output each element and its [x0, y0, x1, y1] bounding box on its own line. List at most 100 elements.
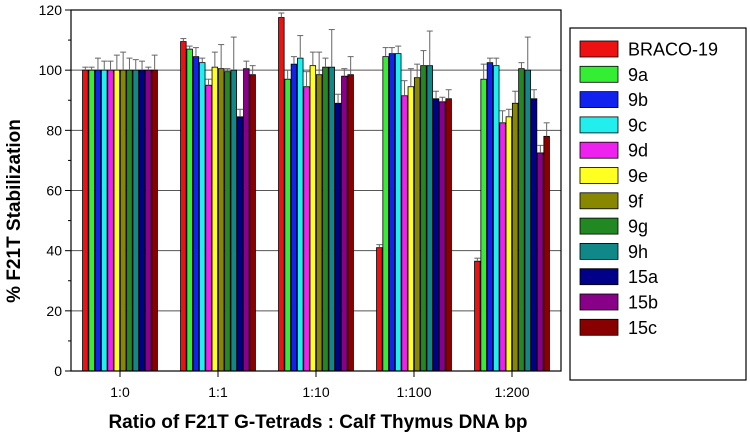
bar-15b-1:1: [243, 68, 250, 372]
bar-9c-1:1: [199, 62, 206, 372]
bar-9a-1:200: [480, 78, 487, 372]
bar-BRACO-19-1:10: [278, 17, 285, 372]
bar-9g-1:10: [322, 66, 329, 372]
bar-15b-1:10: [341, 75, 348, 372]
bar-9a-1:100: [382, 56, 389, 372]
bar-BRACO-19-1:1: [180, 41, 187, 372]
bar-9d-1:100: [401, 95, 408, 372]
plot-frame: [70, 9, 562, 372]
legend-label-9d: 9d: [628, 141, 648, 161]
bar-15b-1:0: [145, 69, 152, 372]
legend-swatch-9h: [579, 242, 619, 260]
bar-9f-1:0: [119, 69, 127, 372]
bar-9c-1:10: [297, 57, 304, 372]
bar-15b-1:200: [537, 152, 544, 372]
bar-9e-1:100: [407, 86, 415, 372]
bar-BRACO-19-1:0: [82, 69, 89, 372]
bar-15a-1:0: [138, 69, 146, 372]
bar-9c-1:0: [101, 69, 108, 372]
legend-label-15a: 15a: [628, 267, 659, 287]
bar-9e-1:200: [505, 116, 513, 372]
bar-15c-1:1: [249, 74, 256, 372]
bar-9d-1:200: [499, 122, 506, 372]
bar-9h-1:1: [230, 69, 237, 372]
bar-9a-1:1: [186, 48, 193, 372]
bar-9b-1:0: [94, 69, 102, 372]
bar-9g-1:200: [518, 68, 525, 372]
legend-swatch-BRACO-19: [579, 40, 619, 58]
legend-label-9e: 9e: [628, 166, 648, 186]
legend-swatch-9a: [579, 65, 619, 83]
bar-9b-1:10: [290, 63, 298, 372]
bar-9b-1:100: [388, 53, 396, 372]
bar-9a-1:10: [284, 78, 291, 372]
x-tick-label: 1:100: [396, 384, 431, 400]
bar-9d-1:10: [303, 86, 310, 372]
legend-label-15c: 15c: [628, 318, 657, 338]
x-tick-label: 1:10: [302, 384, 329, 400]
legend: BRACO-19 9a 9b 9c 9d 9e 9f 9g 9h 15a 15b 15c: [569, 27, 747, 381]
bar-9e-1:1: [211, 66, 219, 372]
y-tick-label: 40: [46, 243, 62, 259]
bar-9d-1:0: [107, 69, 114, 372]
bar-9c-1:100: [395, 53, 402, 372]
legend-label-9a: 9a: [628, 65, 649, 85]
bar-15c-1:0: [151, 69, 158, 372]
bar-15a-1:200: [530, 98, 538, 372]
legend-swatch-9c: [579, 116, 619, 134]
y-tick-label: 100: [39, 62, 63, 78]
legend-label-15b: 15b: [628, 293, 658, 313]
bar-15a-1:100: [432, 98, 440, 372]
bar-9d-1:1: [205, 84, 212, 372]
legend-swatch-9e: [579, 167, 619, 184]
bar-9e-1:10: [309, 65, 317, 372]
bar-15a-1:1: [236, 116, 244, 372]
bar-9g-1:1: [224, 71, 231, 372]
bar-9g-1:100: [420, 65, 427, 372]
bar-9b-1:200: [486, 62, 494, 372]
bar-9b-1:1: [192, 56, 200, 372]
bar-15c-1:200: [543, 135, 550, 372]
bar-9f-1:200: [511, 102, 519, 372]
bar-9g-1:0: [126, 69, 133, 372]
legend-swatch-9b: [579, 91, 619, 108]
bar-BRACO-19-1:200: [474, 260, 481, 372]
legend-label-9c: 9c: [628, 115, 647, 135]
legend-label-9b: 9b: [628, 90, 648, 110]
legend-swatch-15c: [579, 318, 619, 336]
legend-swatch-15a: [579, 268, 619, 286]
legend-swatch-9g: [579, 217, 619, 235]
y-tick-label: 120: [39, 2, 63, 18]
y-tick-label: 80: [46, 122, 62, 138]
bar-9e-1:0: [113, 69, 121, 372]
legend-swatch-9d: [579, 141, 619, 159]
bar-9f-1:1: [217, 68, 225, 372]
bar-15a-1:10: [334, 102, 342, 372]
legend-swatch-9f: [579, 192, 619, 210]
legend-label-9f: 9f: [628, 191, 644, 211]
bar-BRACO-19-1:100: [376, 247, 383, 372]
bar-15c-1:10: [347, 74, 354, 372]
x-tick-label: 1:1: [208, 384, 228, 400]
bars: [82, 12, 550, 372]
bar-9f-1:10: [315, 74, 323, 372]
bar-9f-1:100: [413, 77, 421, 372]
y-tick-label: 60: [46, 183, 62, 199]
bar-9a-1:0: [88, 69, 95, 372]
bar-15c-1:100: [445, 98, 452, 372]
bar-9h-1:0: [132, 69, 139, 372]
bar-9c-1:200: [493, 65, 500, 372]
legend-swatch-15b: [579, 293, 619, 311]
x-axis-title: Ratio of F21T G-Tetrads : Calf Thymus DN…: [108, 412, 527, 433]
bar-9h-1:10: [328, 66, 335, 372]
axes: 0 20 40 60 80 100 120 1:0 1:1 1:10 1:100 1:200: [39, 2, 562, 400]
legend-label-9h: 9h: [628, 242, 648, 262]
bar-9h-1:200: [524, 69, 531, 372]
y-tick-label: 20: [46, 303, 62, 319]
legend-label-BRACO-19: BRACO-19: [628, 40, 718, 60]
bar-9h-1:100: [426, 65, 433, 372]
x-tick-label: 1:200: [494, 384, 529, 400]
bar-15b-1:100: [439, 101, 446, 372]
legend-label-9g: 9g: [628, 217, 648, 237]
